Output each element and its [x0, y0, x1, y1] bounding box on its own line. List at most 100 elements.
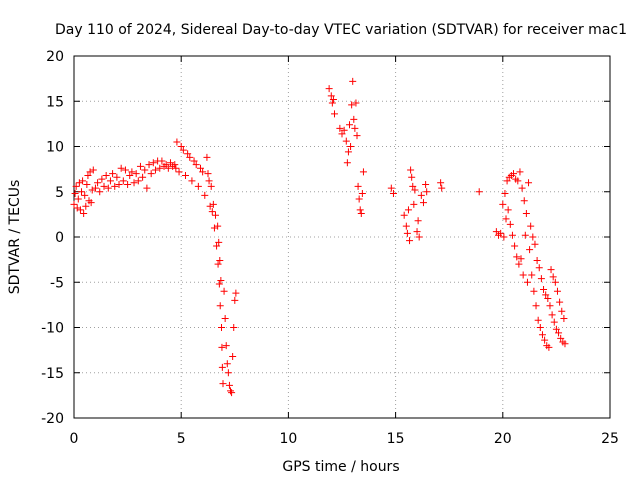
data-point: [547, 266, 555, 274]
x-tick-label: 25: [601, 431, 619, 447]
data-point: [164, 164, 172, 172]
data-point: [106, 177, 114, 185]
data-point: [423, 188, 431, 196]
data-point: [359, 168, 367, 176]
data-point: [540, 285, 548, 293]
data-point: [517, 255, 525, 263]
data-point: [515, 260, 523, 268]
data-point: [219, 380, 227, 388]
data-point: [214, 222, 222, 230]
data-point: [206, 202, 214, 210]
data-point: [530, 287, 538, 295]
data-point: [79, 177, 87, 185]
data-point: [221, 314, 229, 322]
data-point: [73, 204, 81, 212]
data-point: [179, 146, 187, 154]
data-point: [415, 233, 423, 241]
data-point: [510, 170, 518, 178]
data-point: [527, 222, 535, 230]
x-tick-label: 10: [279, 431, 297, 447]
data-point: [87, 199, 95, 207]
data-point: [327, 92, 335, 100]
x-tick-label: 15: [387, 431, 405, 447]
data-point: [171, 161, 179, 169]
data-point: [537, 275, 545, 283]
data-point: [560, 314, 568, 322]
data-point: [158, 157, 166, 165]
data-point: [212, 211, 220, 219]
data-point: [91, 184, 99, 192]
data-point: [522, 209, 530, 217]
data-point: [227, 387, 235, 395]
data-point: [325, 85, 333, 93]
data-point: [162, 161, 170, 169]
data-point: [356, 206, 364, 214]
data-point: [389, 190, 397, 198]
data-point: [340, 126, 348, 134]
data-point: [151, 166, 159, 174]
data-point: [402, 222, 410, 230]
data-point: [555, 329, 563, 337]
data-point: [437, 179, 445, 187]
data-point: [194, 182, 202, 190]
data-point: [190, 157, 198, 165]
data-point: [519, 271, 527, 279]
data-point: [230, 324, 238, 331]
data-point: [354, 182, 362, 190]
data-point: [506, 220, 514, 228]
data-point: [400, 211, 408, 219]
data-point: [204, 170, 212, 178]
data-point: [511, 242, 519, 250]
data-point: [343, 159, 351, 167]
data-point: [545, 343, 553, 351]
data-point: [536, 324, 544, 331]
data-point: [80, 209, 88, 217]
data-point: [407, 166, 415, 174]
y-tick-label: 10: [46, 140, 64, 156]
data-point: [81, 191, 89, 199]
data-point: [70, 200, 78, 208]
data-point: [504, 206, 512, 214]
data-point: [533, 257, 541, 265]
data-point: [175, 168, 183, 176]
data-point: [94, 179, 102, 187]
data-point: [215, 238, 223, 246]
data-point: [76, 206, 84, 214]
data-point: [228, 389, 236, 397]
data-point: [147, 170, 155, 178]
data-point: [550, 318, 558, 326]
data-point: [438, 184, 446, 192]
data-point: [130, 179, 138, 187]
data-point: [534, 316, 542, 324]
data-point: [166, 159, 174, 167]
data-point: [355, 195, 363, 203]
data-point: [328, 99, 336, 107]
data-point: [89, 166, 97, 174]
data-point: [518, 184, 526, 192]
data-point: [411, 186, 419, 194]
data-point: [352, 99, 360, 107]
data-point: [117, 164, 125, 172]
data-point: [149, 159, 157, 167]
axis-ticks: [73, 55, 611, 419]
data-point: [98, 175, 106, 183]
data-point: [521, 231, 529, 239]
data-point: [218, 324, 226, 331]
data-point: [351, 124, 359, 132]
data-point: [404, 206, 412, 214]
data-point: [513, 253, 521, 261]
y-tick-label: -20: [41, 411, 64, 427]
data-point: [557, 334, 565, 342]
data-point: [119, 177, 127, 185]
data-point: [88, 186, 96, 194]
x-tick-label: 0: [70, 431, 79, 447]
data-point: [502, 215, 510, 223]
data-point: [406, 237, 414, 245]
data-point: [136, 162, 144, 170]
data-point: [213, 242, 221, 250]
data-point: [551, 278, 559, 286]
data-point: [413, 228, 421, 236]
data-point: [330, 110, 338, 118]
data-point: [201, 191, 209, 199]
